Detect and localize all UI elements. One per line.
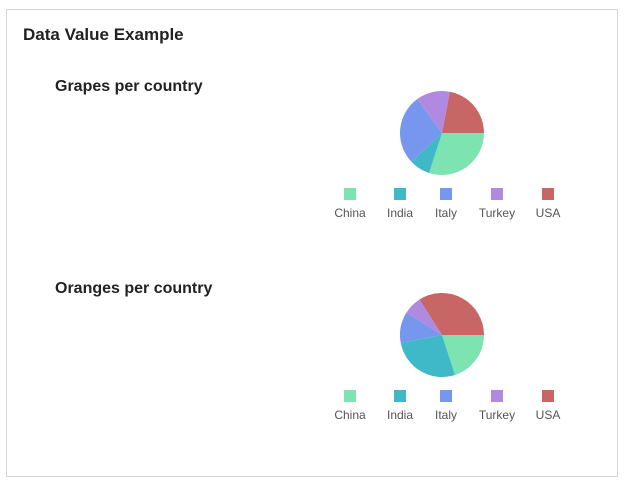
pie-slice-italy[interactable]	[399, 99, 442, 162]
legend-swatch-china	[344, 188, 356, 200]
legend-label-usa: USA	[535, 408, 561, 422]
pie-chart-grapes	[399, 90, 484, 175]
legend-item-india[interactable]: India	[375, 188, 425, 220]
legend-swatch-turkey	[491, 188, 503, 200]
pie-slice-italy[interactable]	[399, 312, 442, 343]
oranges-chart-panel: Oranges per country China India Italy Tu…	[7, 280, 619, 450]
legend-label-italy: Italy	[434, 206, 457, 220]
legend-label-india: India	[386, 206, 414, 220]
legend-item-india[interactable]: India	[375, 390, 425, 422]
legend-item-usa[interactable]: USA	[523, 390, 573, 422]
legend-label-turkey: Turkey	[478, 408, 516, 422]
legend-swatch-usa	[542, 188, 554, 200]
legend-swatch-italy	[440, 390, 452, 402]
legend-swatch-china	[344, 390, 356, 402]
chart-title-oranges: Oranges per country	[55, 280, 213, 297]
legend-item-turkey[interactable]: Turkey	[472, 188, 522, 220]
legend-item-turkey[interactable]: Turkey	[472, 390, 522, 422]
legend-item-usa[interactable]: USA	[523, 188, 573, 220]
card-title: Data Value Example	[23, 25, 184, 44]
legend-item-china[interactable]: China	[325, 188, 375, 220]
legend-label-turkey: Turkey	[478, 206, 516, 220]
pie-chart-oranges	[399, 293, 485, 377]
pie-slice-china[interactable]	[442, 335, 484, 375]
pie-slice-turkey[interactable]	[417, 90, 450, 133]
pie-slice-turkey[interactable]	[406, 299, 442, 335]
legend-item-italy[interactable]: Italy	[421, 390, 471, 422]
legend-label-usa: USA	[535, 206, 561, 220]
legend-swatch-italy	[440, 188, 452, 200]
legend-swatch-turkey	[491, 390, 503, 402]
legend-label-china: China	[334, 408, 366, 422]
chart-card: Data Value Example Grapes per country Ch…	[6, 9, 618, 477]
pie-slice-usa[interactable]	[419, 293, 485, 335]
legend-swatch-india	[394, 188, 406, 200]
legend-label-india: India	[386, 408, 414, 422]
pie-slice-china[interactable]	[429, 133, 484, 175]
chart-title-grapes: Grapes per country	[55, 78, 203, 95]
pie-slice-india[interactable]	[400, 335, 455, 377]
pie-slice-usa[interactable]	[442, 91, 484, 133]
legend-item-china[interactable]: China	[325, 390, 375, 422]
pie-slice-india[interactable]	[411, 133, 442, 173]
grapes-chart-panel: Grapes per country China India Italy Tur…	[7, 78, 619, 248]
legend-swatch-usa	[542, 390, 554, 402]
legend-label-china: China	[334, 206, 366, 220]
legend-label-italy: Italy	[434, 408, 457, 422]
legend-item-italy[interactable]: Italy	[421, 188, 471, 220]
legend-swatch-india	[394, 390, 406, 402]
legend-oranges: China India Italy Turkey USA	[325, 390, 585, 430]
legend-grapes: China India Italy Turkey USA	[325, 188, 585, 228]
